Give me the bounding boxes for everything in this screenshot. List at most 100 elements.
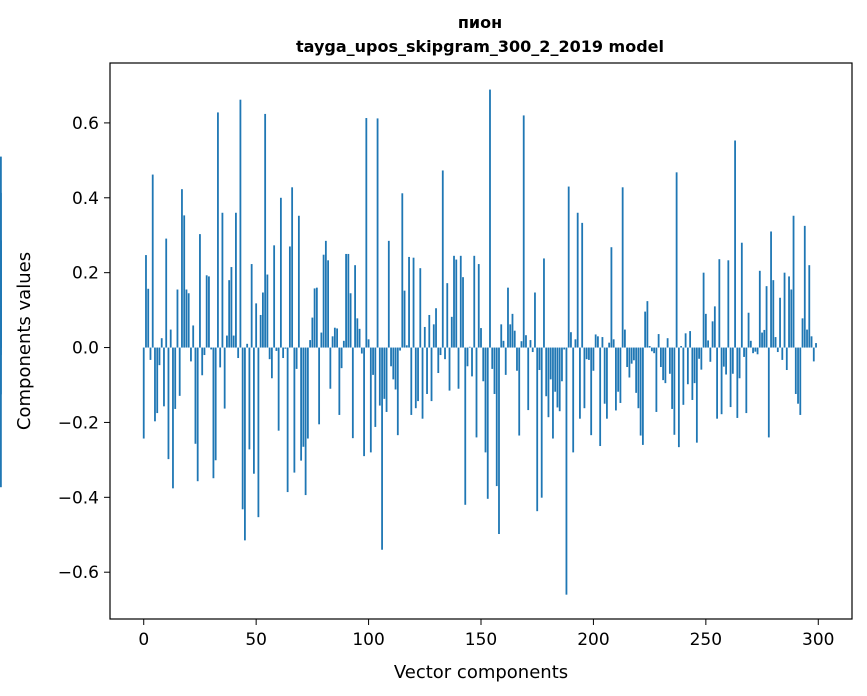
bar [716,347,718,419]
bar [610,247,613,348]
bar [374,347,377,427]
bar [365,118,368,348]
bar [192,325,195,348]
y-tick-label: 0.0 [72,339,99,359]
bar [502,340,505,348]
bar [794,347,797,394]
x-tick-label: 200 [577,630,609,650]
bar [174,347,177,409]
bar [648,346,651,348]
bar [522,115,525,348]
bar [214,347,217,461]
bar [772,280,775,348]
bar [248,347,251,450]
bar [448,347,451,391]
bar [806,329,808,348]
bar [758,270,761,348]
bar [412,257,415,348]
bar [401,193,404,348]
y-axis-ticks: −0.6 −0.4 −0.2 0.0 0.2 0.4 0.6 [58,114,110,583]
bar [142,347,145,439]
bar [686,347,689,385]
y-tick-label: −0.6 [58,563,99,583]
bar [304,347,307,496]
bar [740,242,743,348]
bar [327,260,329,348]
bar [156,347,159,414]
bar [268,347,271,360]
bar [579,347,581,419]
x-axis-label: Vector components [394,662,568,683]
bar [372,347,374,375]
bar [520,341,523,348]
bar [235,212,237,348]
bar [628,347,631,378]
bar [504,347,507,375]
bar [336,328,338,348]
bar [444,347,446,360]
bar [554,347,557,392]
bar [704,313,707,348]
bar [367,339,370,348]
bar [437,347,440,374]
bar [659,347,662,368]
bar [345,253,347,348]
bar [641,347,644,445]
bar [385,347,388,412]
bar [761,332,763,348]
bar [0,347,2,488]
bar-series [0,89,817,595]
bar [0,192,2,348]
bar [558,347,561,412]
bar [284,347,287,349]
bar [527,347,530,411]
bar [151,174,154,348]
bar [158,347,161,366]
bar [0,306,2,348]
bar [664,347,667,384]
bar [208,276,210,348]
bar [633,347,635,361]
bar [484,347,487,453]
bar [241,347,244,510]
bar [453,255,455,348]
bar [282,347,285,359]
bar [563,347,566,350]
bar [466,347,469,367]
bar [163,347,165,407]
bar [439,347,442,356]
bar [428,314,431,348]
x-tick-label: 250 [690,630,722,650]
bar [792,215,795,348]
bar [803,225,806,348]
x-tick-label: 0 [138,630,149,650]
bar [790,289,793,348]
bar [689,331,692,348]
bar [430,347,433,402]
bar [556,347,559,408]
bar [788,276,790,348]
bar [698,347,700,359]
bar [423,326,426,348]
bar [475,347,478,438]
bar [232,335,235,348]
bar [309,340,312,348]
bar [417,347,419,402]
bar [295,347,298,369]
bar [468,346,471,348]
bar [363,347,365,457]
bar [594,334,597,348]
bar [147,288,150,348]
bar [471,347,473,377]
bar [320,332,323,348]
bar [331,336,334,348]
bar [203,347,206,356]
bar [767,347,770,438]
bar [291,187,294,348]
bar [172,347,174,489]
bar [545,347,548,397]
bar [776,347,779,353]
bar [516,347,518,371]
bar [668,347,671,374]
bar [279,197,282,348]
